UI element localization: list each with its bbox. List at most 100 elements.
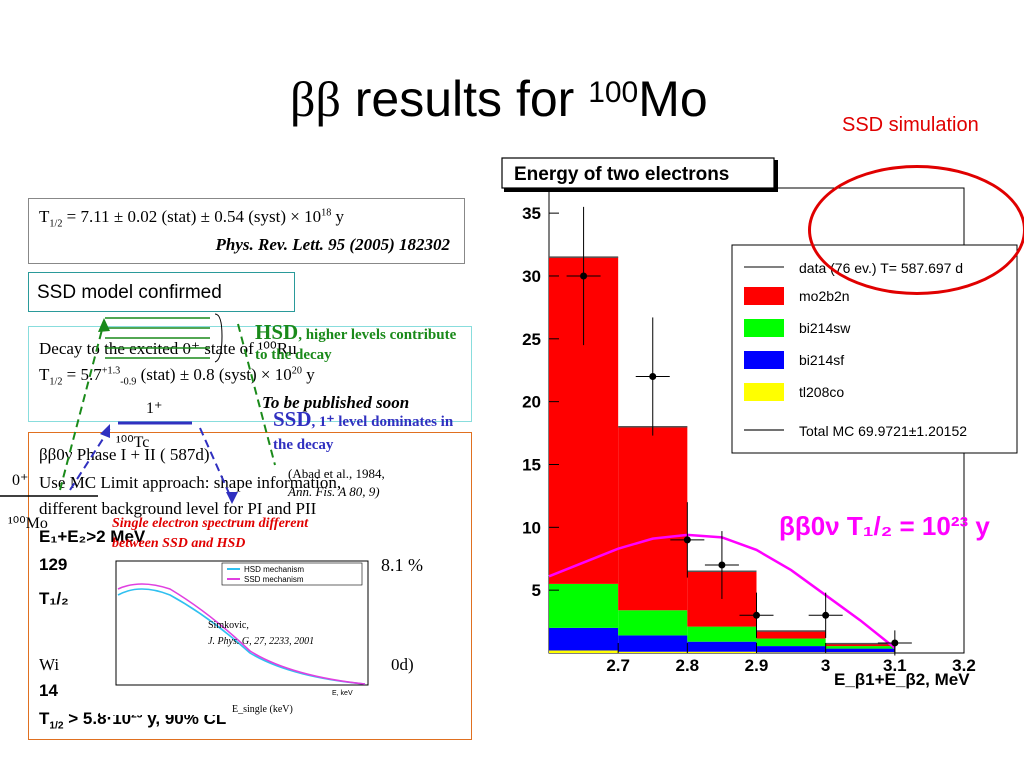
data-point: [683, 536, 691, 544]
inset-bottom-label: E_single (keV): [232, 704, 293, 715]
phase-line3: different background level for PI and PI…: [39, 499, 317, 518]
bar-bi214sw: [618, 610, 688, 636]
legend-mo2b2n: mo2b2n: [799, 288, 850, 304]
legend-bi214sf: bi214sf: [799, 352, 844, 368]
bar-mo2b2n: [618, 426, 688, 611]
x-tick-label: 2.9: [745, 656, 769, 675]
legend-bi214sw: bi214sw: [799, 320, 851, 336]
legend-bi214sw-swatch: [744, 319, 784, 337]
bar-bi214sf: [756, 646, 826, 653]
bar-bi214sf: [549, 627, 619, 651]
bar-bi214sf: [825, 648, 895, 653]
bar-mo2b2n: [756, 631, 826, 639]
phase-line5a: 129: [39, 555, 68, 574]
title-element: Mo: [638, 71, 708, 127]
y-tick-label: 35: [522, 204, 541, 223]
histogram-bars: [549, 256, 895, 653]
arrow-head: [226, 492, 238, 504]
ssd-simulation-label: SSD simulation: [842, 114, 979, 136]
y-tick-label: 5: [532, 581, 541, 600]
bar-tl208co: [756, 652, 826, 653]
phase-line4: E₁+E₂>2 MeV: [39, 527, 146, 546]
y-tick-label: 15: [522, 455, 541, 474]
legend-total: Total MC 69.9721±1.20152: [799, 423, 967, 439]
y-tick-label: 20: [522, 393, 541, 412]
mo-label: ¹⁰⁰Mo: [8, 515, 48, 532]
y-tick-label: 25: [522, 330, 541, 349]
halflife-reference: Phys. Rev. Lett. 95 (2005) 182302: [215, 235, 451, 254]
bar-tl208co: [825, 652, 895, 653]
phase-line7b: 0d): [391, 655, 414, 674]
arrow-head: [98, 318, 110, 332]
data-point: [718, 561, 726, 569]
axes: 5 10 15 20 25 30 35 2.7 2.8 2.9 3 3.1 3.2: [522, 204, 976, 675]
tc-label: ¹⁰⁰Tc: [116, 434, 150, 451]
legend-tl208co: tl208co: [799, 384, 844, 400]
signal-curve: [548, 533, 896, 649]
single-electron-inset: HSD mechanism SSD mechanism E, keV Simko…: [100, 555, 375, 715]
inset-legend-ssd: SSD mechanism: [244, 575, 304, 584]
y-tick-label: 10: [522, 518, 541, 537]
title-text: results for: [340, 71, 589, 127]
x-tick-label: 3.2: [952, 656, 976, 675]
x-tick-label: 2.7: [606, 656, 630, 675]
x-axis-label: E_β1+E_β2, MeV: [834, 670, 970, 689]
ssd-curve: [117, 583, 366, 685]
x-tick-label: 2.8: [676, 656, 700, 675]
bar-tl208co: [549, 650, 619, 653]
title-mass: 100: [588, 76, 639, 109]
phase-line8: 14: [39, 681, 58, 700]
hsd-arrow-up: [59, 321, 105, 491]
bar-tl208co: [687, 651, 757, 653]
chart-title-box: Energy of two electrons: [501, 157, 778, 192]
phase-line1: ββ0ν Phase I + II ( 587d): [39, 445, 210, 464]
publish-note: To be published soon: [262, 393, 410, 412]
bar-mo2b2n: [825, 643, 895, 647]
data-point: [822, 611, 830, 619]
halflife-value: T1/2 = 7.11 ± 0.02 (stat) ± 0.54 (syst) …: [39, 207, 345, 230]
bar-bi214sf: [618, 635, 688, 652]
inset-legend-hsd: HSD mechanism: [244, 565, 304, 574]
abad-ref2: Ann. Fis. A 80, 9): [288, 484, 380, 499]
decay-scheme: [0, 313, 276, 504]
hsd-curve: [117, 588, 366, 685]
arrow-head: [100, 424, 110, 438]
bar-bi214sw: [687, 626, 757, 642]
levels-brace: [214, 313, 223, 363]
signal-label: ββ0ν T₁/₂ = 10²³ y: [779, 511, 990, 541]
phase-box: ββ0ν Phase I + II ( 587d) Use MC Limit a…: [28, 432, 472, 740]
energy-histogram: Energy of two electrons 5 10 15 20 25 30 35 2.7…: [494, 150, 1024, 698]
inset-ref-journal: J. Phys. G, 27, 2233, 2001: [208, 636, 314, 647]
phase-line6: T₁/₂: [39, 589, 69, 608]
inset-xlabel: E, keV: [332, 690, 353, 697]
phase-line2: Use MC Limit approach: shape information…: [39, 473, 342, 492]
abad-ref: (Abad et al., 1984,: [288, 466, 385, 481]
data-point: [649, 373, 657, 381]
hsd-arrow-down: [237, 323, 276, 466]
title-symbol: ββ: [290, 71, 341, 127]
highlight-circle: [808, 165, 1024, 295]
inset-ref-author: Simkovic,: [208, 620, 249, 631]
transition-arrows: [59, 321, 276, 501]
hsd-label: HSD, higher levels contribute to the dec…: [255, 320, 457, 364]
data-point: [580, 272, 588, 280]
phase-line7a: Wi: [39, 655, 60, 674]
bar-bi214sf: [687, 641, 757, 652]
level-1plus: 1⁺: [146, 400, 163, 417]
slide-title: ββ results for 100Mo: [290, 70, 708, 128]
inset-legend: [221, 562, 363, 586]
x-tick-label: 3.1: [883, 656, 907, 675]
ru-levels: [105, 317, 210, 359]
mo-ground-label: 0⁺: [12, 472, 29, 489]
bar-bi214sw: [756, 638, 826, 647]
bar-bi214sw: [825, 646, 895, 649]
excited-line2: T1/2 = 5.7+1.3-0.9 (stat) ± 0.8 (syst) ×…: [39, 365, 315, 388]
phase-line5b: 8.1 %: [381, 555, 423, 575]
x-tick-label: 3: [821, 656, 830, 675]
model-confirmed-box: SSD model confirmed: [28, 272, 295, 312]
chart-title: Energy of two electrons: [514, 164, 729, 185]
ssd-arrow-up: [69, 427, 111, 491]
bar-tl208co: [618, 651, 688, 653]
legend-mo2b2n-swatch: [744, 287, 784, 305]
bar-bi214sw: [549, 583, 619, 628]
